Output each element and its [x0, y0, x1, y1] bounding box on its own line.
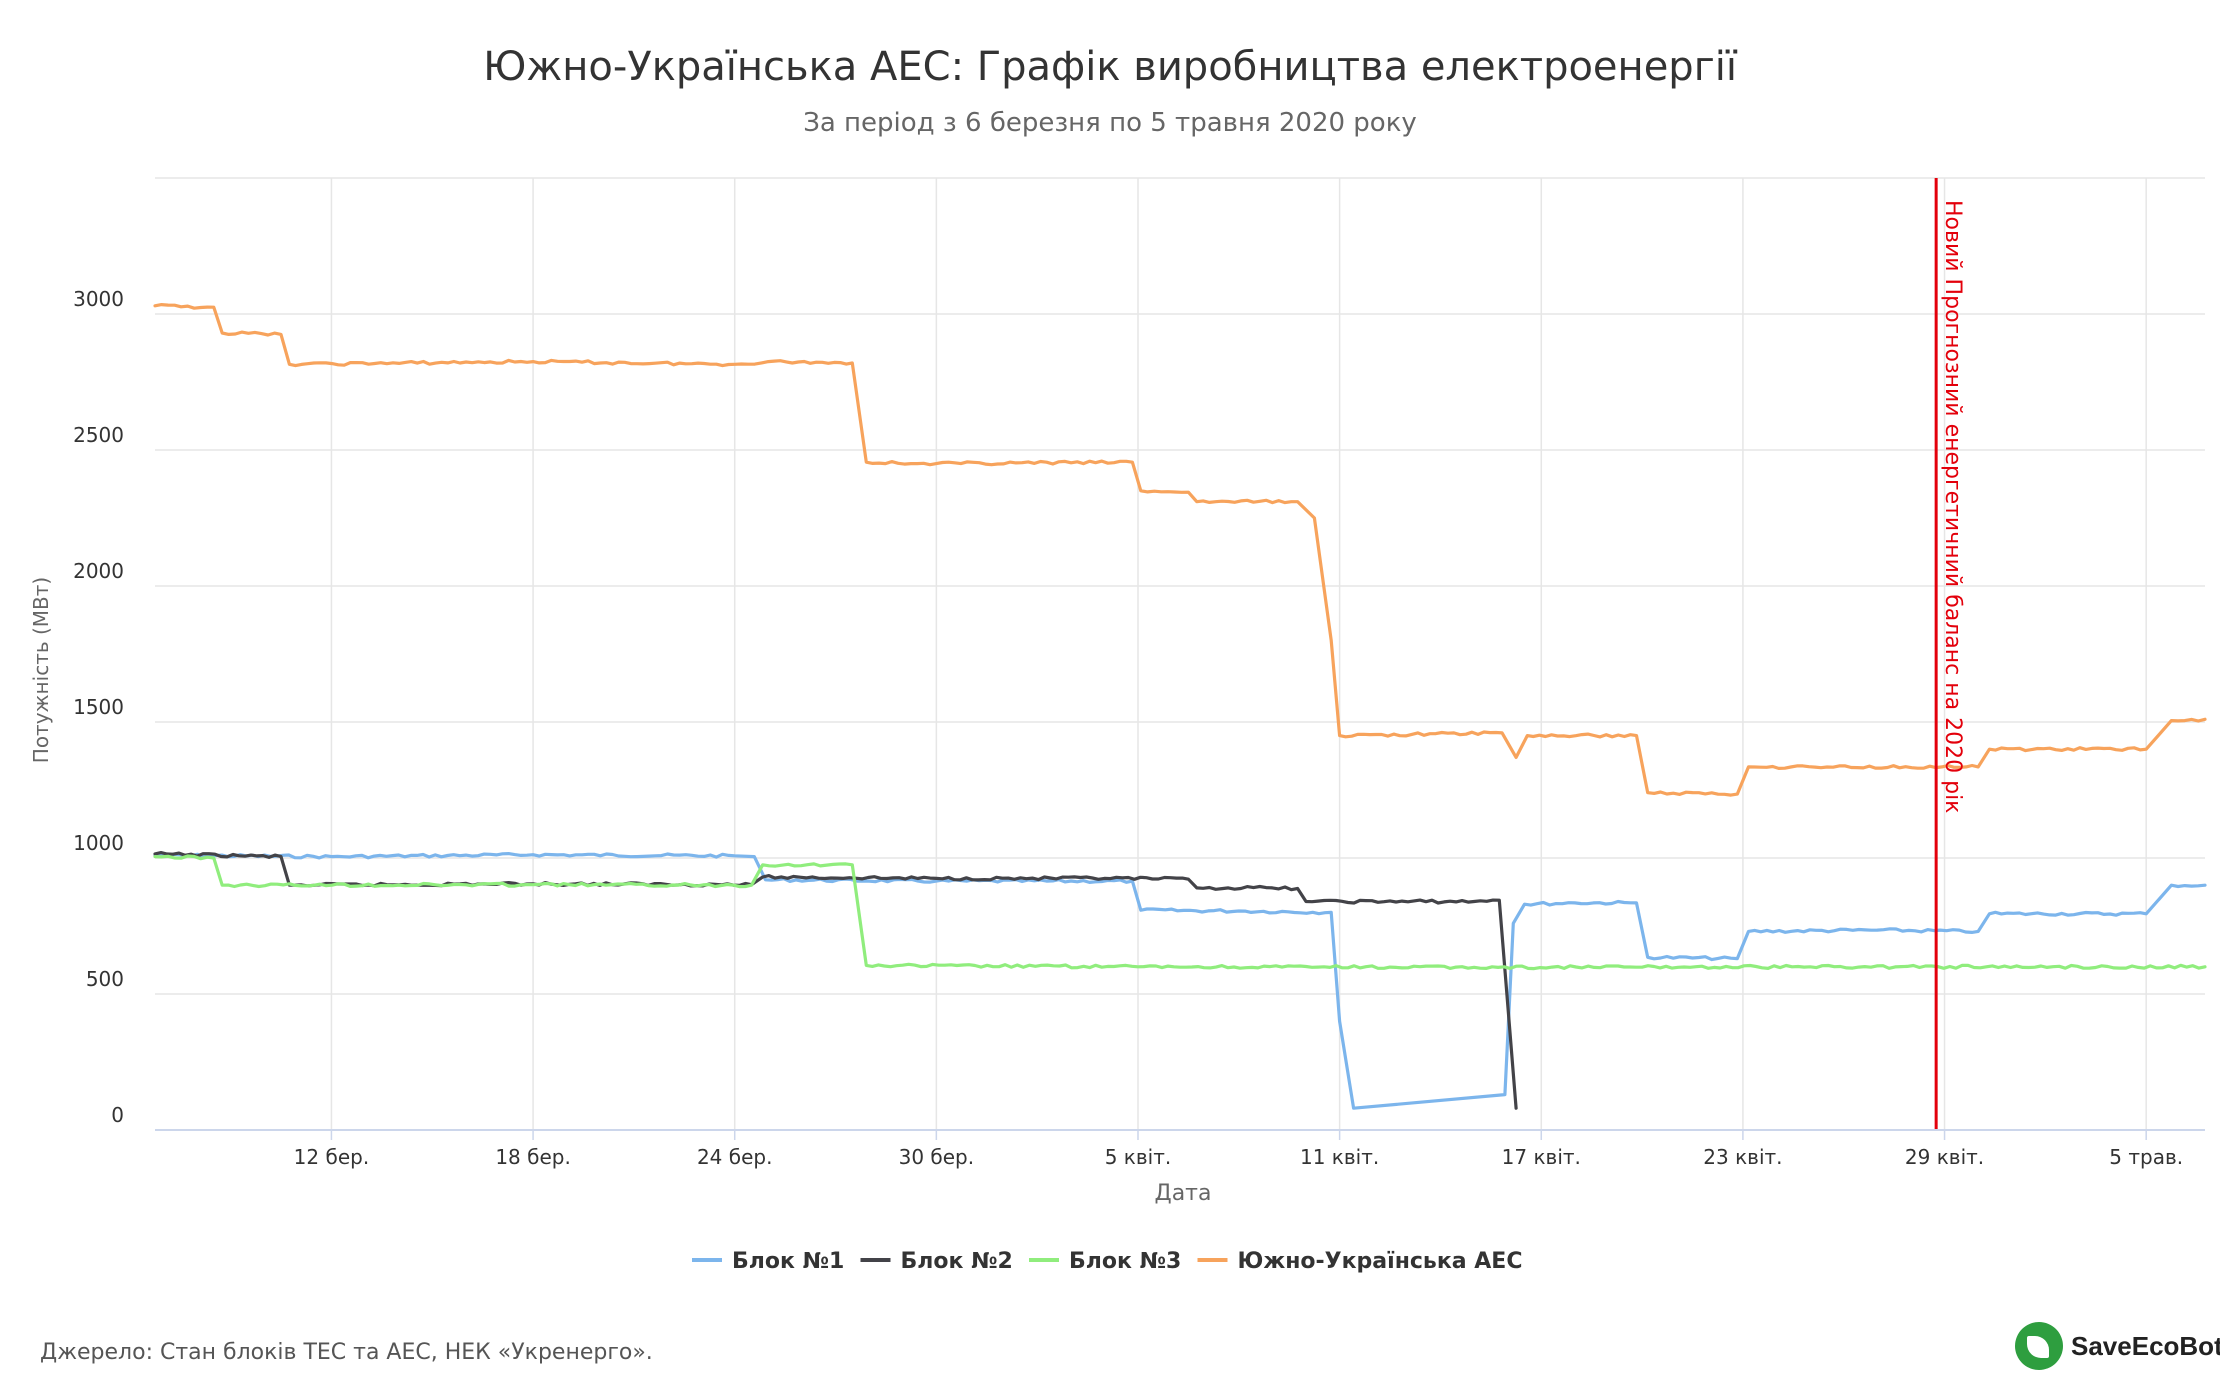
x-tick-label: 5 квіт.: [1105, 1145, 1172, 1169]
y-tick-label: 2500: [73, 423, 124, 447]
series-line-1: [153, 852, 2207, 1110]
x-tick-label: 29 квіт.: [1905, 1145, 1984, 1169]
grid-lines: [155, 177, 2205, 1131]
legend: Блок №1 Блок №2 Блок №3 Южно-Українська АЕС: [692, 1249, 1522, 1274]
legend-item-label: Блок №3: [1069, 1249, 1181, 1274]
y-tick-label: 1000: [73, 831, 124, 855]
x-tick-label: 11 квіт.: [1300, 1145, 1379, 1169]
series-line-4: [153, 303, 2207, 797]
annotation-label: Новий Прогнозний енергетичний баланс на …: [1940, 200, 1965, 813]
chart-title: Южно-Українська АЕС: Графік виробництва …: [483, 44, 1737, 90]
y-tick-label: 1500: [73, 695, 124, 719]
x-tick-label: 30 бер.: [899, 1145, 975, 1169]
annotation-layer: Новий Прогнозний енергетичний баланс на …: [1934, 178, 1965, 1130]
brand-logo[interactable]: SaveEcoBot: [2015, 1322, 2220, 1370]
legend-item-label: Блок №1: [732, 1249, 844, 1274]
y-tick-label: 500: [86, 967, 124, 991]
x-axis-label: Дата: [1155, 1181, 1212, 1206]
legend-item-label: Блок №2: [901, 1249, 1013, 1274]
series-lines: [153, 303, 2207, 1110]
axes: 0 500 1000 1500 2000 2500 3000 12 бер. 18 бер. 24…: [73, 287, 2205, 1169]
series-line-3: [153, 854, 2207, 971]
legend-item-label: Южно-Українська АЕС: [1238, 1249, 1523, 1274]
x-tick-label: 23 квіт.: [1703, 1145, 1782, 1169]
x-tick-label: 5 трав.: [2109, 1145, 2183, 1169]
x-tick-label: 12 бер.: [294, 1145, 370, 1169]
series-line-2: [153, 851, 1518, 1110]
leaf-icon: [2015, 1322, 2063, 1370]
y-tick-label: 0: [111, 1103, 124, 1127]
y-axis-label: Потужність (МВт): [29, 577, 53, 763]
x-tick-label: 17 квіт.: [1502, 1145, 1581, 1169]
x-tick-label: 24 бер.: [697, 1145, 773, 1169]
x-tick-label: 18 бер.: [495, 1145, 571, 1169]
chart-subtitle: За період з 6 березня по 5 травня 2020 р…: [803, 108, 1417, 138]
brand-name: SaveEcoBot: [2071, 1330, 2220, 1361]
y-tick-label: 2000: [73, 559, 124, 583]
y-tick-label: 3000: [73, 287, 124, 311]
source-note: Джерело: Стан блоків ТЕС та АЕС, НЕК «Ук…: [40, 1340, 653, 1365]
